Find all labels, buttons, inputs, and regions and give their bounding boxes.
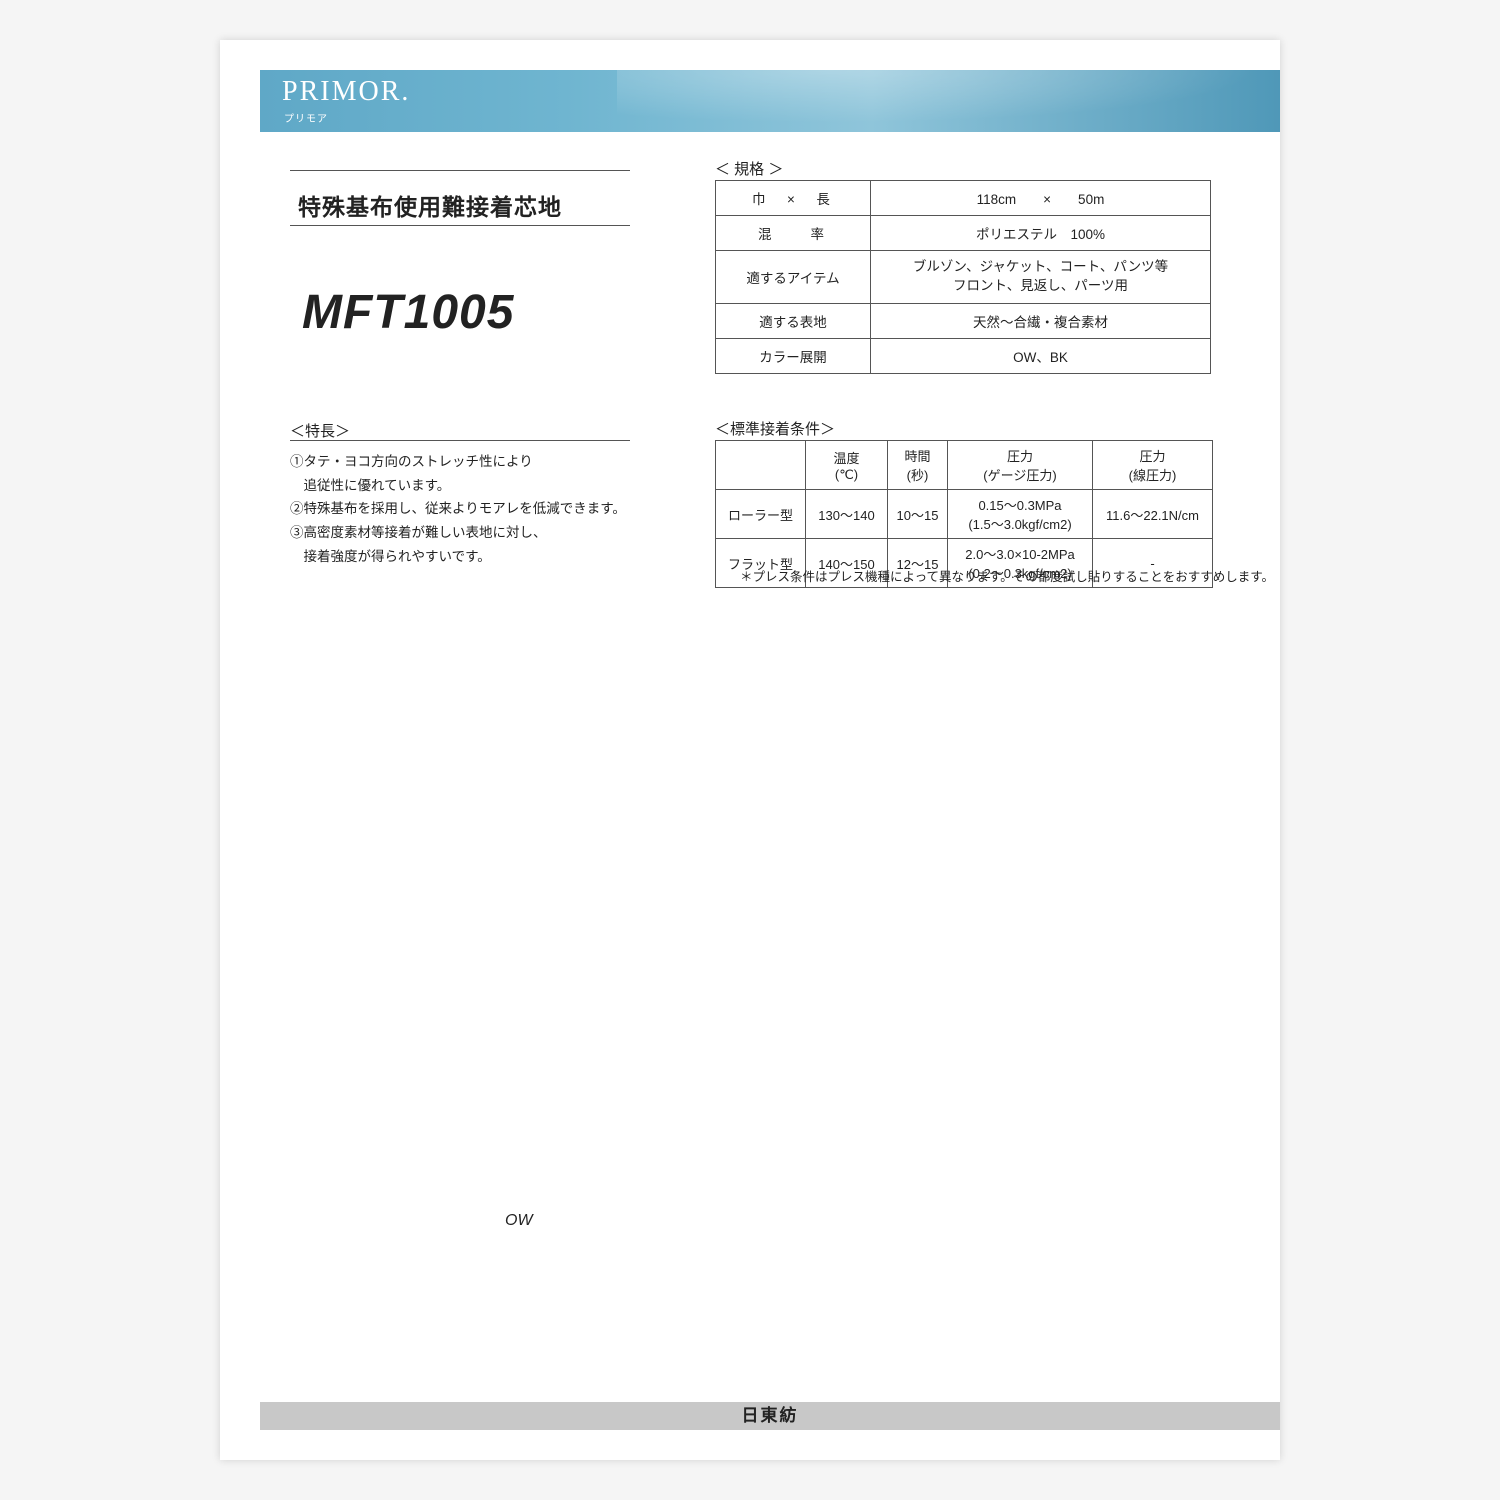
divider	[290, 170, 630, 171]
header-band: PRIMOR. プリモア	[260, 70, 1280, 132]
divider	[290, 440, 630, 441]
spec-label: 巾 × 長	[716, 181, 871, 216]
brand-sub: プリモア	[284, 110, 328, 125]
spec-label: カラー展開	[716, 338, 871, 373]
table-row: 混 率 ポリエステル 100%	[716, 216, 1211, 251]
spec-value: 天然～合繊・複合素材	[871, 303, 1211, 338]
spec-value: ポリエステル 100%	[871, 216, 1211, 251]
brand-logo: PRIMOR.	[282, 76, 410, 108]
footer-company: 日東紡	[260, 1402, 1280, 1430]
conditions-note: ＊プレス条件はプレス機種によって異なります。その都度試し貼りすることをおすすめし…	[740, 566, 1274, 585]
spec-label: 適する表地	[716, 303, 871, 338]
cond-cell: 130～140	[806, 490, 888, 539]
product-title: 特殊基布使用難接着芯地	[298, 188, 562, 222]
spec-sheet-page: PRIMOR. プリモア 特殊基布使用難接着芯地 MFT1005 ＜特長＞ ①タ…	[220, 40, 1280, 1460]
features-list: ①タテ・ヨコ方向のストレッチ性により 追従性に優れています。 ②特殊基布を採用し…	[290, 450, 690, 568]
spec-value: ブルゾン、ジャケット、コート、パンツ等 フロント、見返し、パーツ用	[871, 251, 1211, 304]
table-row: 適するアイテム ブルゾン、ジャケット、コート、パンツ等 フロント、見返し、パーツ…	[716, 251, 1211, 304]
spec-label: 混 率	[716, 216, 871, 251]
spec-value: OW、BK	[871, 338, 1211, 373]
conditions-heading: ＜標準接着条件＞	[715, 418, 835, 439]
cond-header	[716, 441, 806, 490]
cond-header: 温度 (℃)	[806, 441, 888, 490]
table-row: ローラー型 130～140 10～15 0.15～0.3MPa (1.5～3.0…	[716, 490, 1213, 539]
features-heading: ＜特長＞	[290, 420, 350, 441]
spec-heading: ＜ 規格 ＞	[715, 158, 783, 179]
table-header-row: 温度 (℃) 時間 (秒) 圧力 (ゲージ圧力) 圧力 (線圧力)	[716, 441, 1213, 490]
table-row: 巾 × 長 118cm × 50m	[716, 181, 1211, 216]
spec-label: 適するアイテム	[716, 251, 871, 304]
cond-cell: 0.15～0.3MPa (1.5～3.0kgf/cm2)	[948, 490, 1093, 539]
feature-item: ②特殊基布を採用し、従来よりモアレを低減できます。	[290, 497, 690, 521]
cond-header: 圧力 (線圧力)	[1093, 441, 1213, 490]
feature-item: ③高密度素材等接着が難しい表地に対し、 接着強度が得られやすいです。	[290, 521, 690, 568]
divider	[290, 225, 630, 226]
spec-table: 巾 × 長 118cm × 50m 混 率 ポリエステル 100% 適するアイテ…	[715, 180, 1211, 374]
table-row: 適する表地 天然～合繊・複合素材	[716, 303, 1211, 338]
cond-cell: ローラー型	[716, 490, 806, 539]
product-code: MFT1005	[302, 285, 514, 340]
spec-value: 118cm × 50m	[871, 181, 1211, 216]
feature-item: ①タテ・ヨコ方向のストレッチ性により 追従性に優れています。	[290, 450, 690, 497]
table-row: カラー展開 OW、BK	[716, 338, 1211, 373]
swatch-label: OW	[505, 1212, 533, 1230]
cond-cell: 10～15	[888, 490, 948, 539]
cond-header: 時間 (秒)	[888, 441, 948, 490]
cond-cell: 11.6～22.1N/cm	[1093, 490, 1213, 539]
cond-header: 圧力 (ゲージ圧力)	[948, 441, 1093, 490]
